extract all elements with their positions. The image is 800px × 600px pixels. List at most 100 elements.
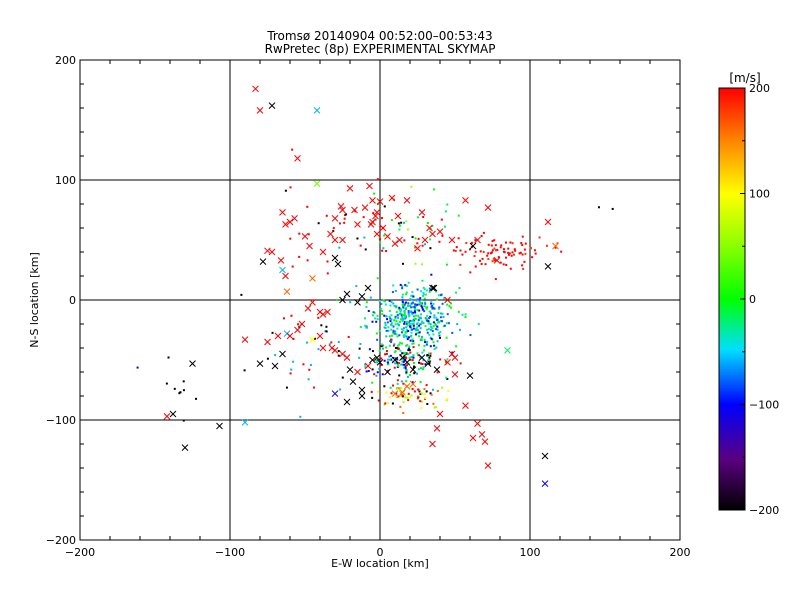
data-point-dot xyxy=(433,348,436,351)
data-point-dot xyxy=(388,309,391,312)
data-point-dot xyxy=(411,381,414,384)
data-point-dot xyxy=(421,263,424,266)
data-point-dot xyxy=(367,370,370,373)
data-point-cross xyxy=(294,326,301,334)
data-point-dot xyxy=(427,328,430,331)
data-point-cross xyxy=(274,332,282,340)
data-point-dot xyxy=(284,189,287,192)
data-point-dot xyxy=(440,293,443,296)
data-point-dot xyxy=(380,357,383,360)
data-point-dot xyxy=(409,297,412,300)
data-point-dot xyxy=(426,328,429,331)
data-point-dot xyxy=(364,366,367,369)
data-point-dot xyxy=(415,299,418,302)
data-point-dot xyxy=(397,348,400,351)
data-point-dot xyxy=(398,334,401,337)
data-point-cross xyxy=(216,422,223,430)
data-point-dot xyxy=(400,380,403,383)
data-point-dot xyxy=(413,390,416,393)
data-point-dot xyxy=(408,336,411,339)
data-point-dot xyxy=(376,318,379,321)
data-point-cross xyxy=(259,258,267,265)
data-point-dot xyxy=(396,327,399,330)
data-point-dot xyxy=(401,342,404,345)
data-point-dot xyxy=(356,237,359,240)
x-tick-label: 0 xyxy=(377,546,384,559)
data-point-dot xyxy=(365,370,368,373)
y-axis-label: N-S location [km] xyxy=(28,252,41,348)
data-point-dot xyxy=(399,283,402,286)
data-point-dot xyxy=(443,225,446,228)
data-point-dot xyxy=(378,299,381,302)
data-point-dot xyxy=(416,321,419,324)
data-point-dot xyxy=(473,255,476,258)
data-point-dot xyxy=(419,317,422,320)
data-point-dot xyxy=(376,371,379,374)
data-point-dot xyxy=(401,298,404,301)
colorbar-tick-label: 100 xyxy=(749,188,770,201)
data-point-dot xyxy=(423,339,426,342)
data-point-dot xyxy=(402,352,405,355)
data-point-dot xyxy=(428,356,431,359)
data-point-dot xyxy=(404,301,407,304)
data-point-dot xyxy=(405,335,408,338)
data-point-dot xyxy=(449,302,452,305)
data-point-dot xyxy=(431,307,434,310)
data-point-dot xyxy=(432,302,435,305)
data-point-dot xyxy=(420,339,423,342)
data-point-dot xyxy=(492,257,495,260)
data-point-dot xyxy=(373,311,376,314)
data-point-dot xyxy=(136,366,139,369)
data-point-dot xyxy=(428,287,431,290)
data-point-cross xyxy=(409,366,417,373)
data-point-dot xyxy=(369,296,372,299)
data-point-dot xyxy=(405,220,408,223)
data-point-dot xyxy=(445,399,448,402)
data-point-dot xyxy=(332,227,335,230)
data-point-dot xyxy=(407,309,410,312)
data-point-cross xyxy=(316,332,324,340)
data-point-dot xyxy=(364,248,367,251)
data-point-dot xyxy=(442,325,445,328)
data-point-dot xyxy=(491,249,494,252)
data-point-dot xyxy=(446,358,449,361)
data-point-dot xyxy=(428,317,431,320)
data-point-dot xyxy=(417,237,420,240)
data-point-dot xyxy=(416,216,419,219)
data-point-dot xyxy=(409,396,412,399)
data-point-dot xyxy=(428,333,431,336)
data-point-dot xyxy=(290,368,293,371)
data-point-dot xyxy=(401,360,404,363)
data-point-dot xyxy=(419,303,422,306)
data-point-cross xyxy=(364,362,372,370)
data-point-dot xyxy=(434,322,437,325)
data-point-dot xyxy=(178,392,181,395)
data-point-dot xyxy=(412,305,415,308)
data-point-dot xyxy=(389,354,392,357)
data-point-dot xyxy=(378,329,381,332)
data-point-dot xyxy=(373,192,376,195)
data-point-dot xyxy=(394,350,397,353)
data-point-cross xyxy=(484,462,492,469)
data-point-dot xyxy=(433,188,436,191)
data-point-dot xyxy=(452,249,455,252)
data-point-dot xyxy=(538,236,541,239)
data-point-cross xyxy=(163,413,171,420)
data-point-dot xyxy=(441,234,444,237)
data-point-cross xyxy=(334,260,342,268)
data-point-dot xyxy=(432,325,435,328)
data-point-dot xyxy=(430,301,433,304)
data-point-dot xyxy=(454,249,457,252)
data-point-cross xyxy=(399,389,406,396)
data-point-cross xyxy=(279,266,286,274)
data-point-dot xyxy=(412,356,415,359)
data-point-dot xyxy=(422,216,425,219)
data-point-dot xyxy=(401,285,404,288)
data-point-dot xyxy=(401,313,404,316)
data-point-cross xyxy=(298,320,306,328)
data-point-dot xyxy=(459,249,462,252)
data-point-dot xyxy=(385,250,388,253)
data-point-dot xyxy=(411,387,414,390)
data-point-dot xyxy=(402,221,405,224)
data-point-dot xyxy=(381,347,384,350)
